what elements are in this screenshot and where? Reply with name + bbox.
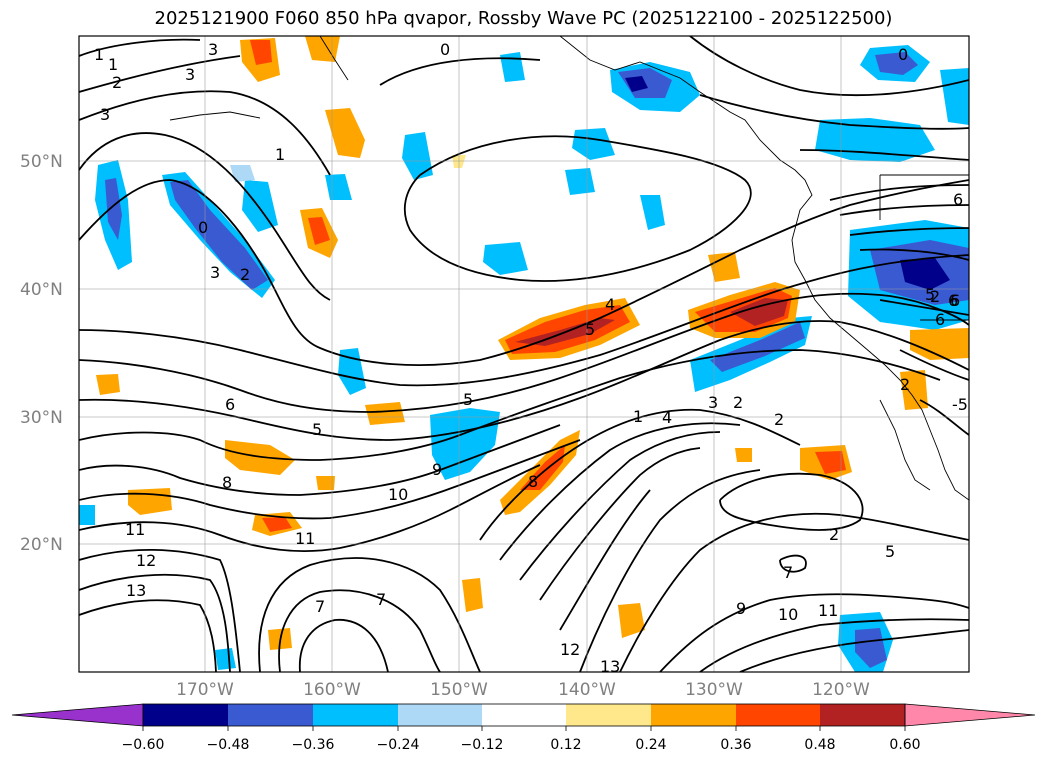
- colorbar-segment: [736, 704, 820, 726]
- contour-label: 2: [900, 375, 910, 394]
- colorbar-extend-min: [11, 703, 144, 727]
- contour-label: 13: [600, 657, 620, 676]
- lon-label-170w: 170°W: [176, 680, 234, 700]
- colorbar-extend-max: [904, 703, 1036, 727]
- contour-label: 5: [312, 420, 322, 439]
- contour-label: 11: [818, 601, 838, 620]
- colorbar-tick: 0.24: [635, 737, 667, 753]
- colorbar-segment: [313, 704, 398, 726]
- contour-label: 6: [950, 291, 960, 310]
- contour-label: 3: [708, 393, 718, 412]
- colorbar-tick: −0.60: [121, 737, 165, 753]
- colorbar: [11, 703, 1036, 731]
- contour-label: 1: [94, 45, 104, 64]
- contour-label: 0: [440, 40, 450, 59]
- contour-label: 9: [736, 599, 746, 618]
- colorbar-outline: [142, 703, 906, 727]
- contour-label: 1: [108, 55, 118, 74]
- lon-label-160w: 160°W: [303, 680, 361, 700]
- contour-label: 4: [605, 295, 615, 314]
- contour-label: 1: [275, 145, 285, 164]
- lat-label-40n: 40°N: [20, 280, 63, 300]
- contour-label: -5: [952, 395, 968, 414]
- contour-label: 6: [225, 395, 235, 414]
- contour-label: 4: [662, 408, 672, 427]
- contour-label-layer: 0 1 2 3 3 3 1 2 0 1 0 3 2 6 5 5 4 5 5 6 …: [94, 40, 968, 676]
- pc-contours: [79, 36, 969, 672]
- contour-label: 2: [829, 525, 839, 544]
- colorbar-segment: [482, 704, 566, 726]
- colorbar-tick: −0.36: [291, 737, 335, 753]
- contour-label: 5: [463, 390, 473, 409]
- contour-label: 7: [376, 590, 386, 609]
- colorbar-tick: 0.12: [550, 737, 582, 753]
- colorbar-segment: [820, 704, 905, 726]
- contour-label: 11: [295, 529, 315, 548]
- map-title: 2025121900 F060 850 hPa qvapor, Rossby W…: [154, 8, 893, 29]
- colorbar-tick: 0.36: [720, 737, 752, 753]
- contour-label: 2: [112, 73, 122, 92]
- contour-label: 0: [198, 218, 208, 237]
- lon-label-130w: 130°W: [685, 680, 743, 700]
- contour-label: 1: [633, 407, 643, 426]
- contour-label: 8: [528, 472, 538, 491]
- colorbar-tick: −0.24: [376, 737, 420, 753]
- contour-label: 7: [315, 597, 325, 616]
- contour-label: 3: [208, 40, 218, 59]
- contour-label: 11: [125, 520, 145, 539]
- map-frame: [78, 35, 970, 673]
- colorbar-segment: [143, 704, 228, 726]
- colorbar-segment: [398, 704, 482, 726]
- lon-label-120w: 120°W: [812, 680, 870, 700]
- colorbar-tick: −0.48: [206, 737, 250, 753]
- contour-label: 3: [185, 65, 195, 84]
- contour-label: 6: [935, 310, 945, 329]
- contour-label: 10: [778, 605, 798, 624]
- contour-label: 9: [432, 460, 442, 479]
- lon-label-150w: 150°W: [430, 680, 488, 700]
- contour-label: 3: [210, 263, 220, 282]
- contour-label: 3: [100, 105, 110, 124]
- contour-label: 8: [222, 473, 232, 492]
- contour-label: 10: [388, 485, 408, 504]
- lat-label-20n: 20°N: [20, 535, 63, 555]
- contour-label: 5: [885, 542, 895, 561]
- colorbar-tick: −0.12: [460, 737, 504, 753]
- lon-label-140w: 140°W: [558, 680, 616, 700]
- contour-label: 12: [136, 551, 156, 570]
- contour-label: 6: [953, 190, 963, 209]
- contour-label: 2: [240, 265, 250, 284]
- contour-label: 6: [948, 291, 958, 310]
- colorbar-tick: 0.48: [804, 737, 836, 753]
- graticule: [79, 36, 969, 672]
- contour-label: 7: [783, 563, 793, 582]
- contour-label: 2: [930, 287, 940, 306]
- colorbar-segment: [651, 704, 736, 726]
- lat-label-30n: 30°N: [20, 408, 63, 428]
- contour-label: 2: [774, 410, 784, 429]
- contour-label: 13: [126, 581, 146, 600]
- contour-label: 0: [898, 45, 908, 64]
- colorbar-tick: 0.60: [889, 737, 921, 753]
- colorbar-segment: [566, 704, 651, 726]
- colorbar-segment: [228, 704, 313, 726]
- contour-label: 2: [733, 393, 743, 412]
- contour-label: 5: [925, 285, 935, 304]
- lat-label-50n: 50°N: [20, 152, 63, 172]
- contour-label: 5: [585, 320, 595, 339]
- contour-label: 12: [560, 640, 580, 659]
